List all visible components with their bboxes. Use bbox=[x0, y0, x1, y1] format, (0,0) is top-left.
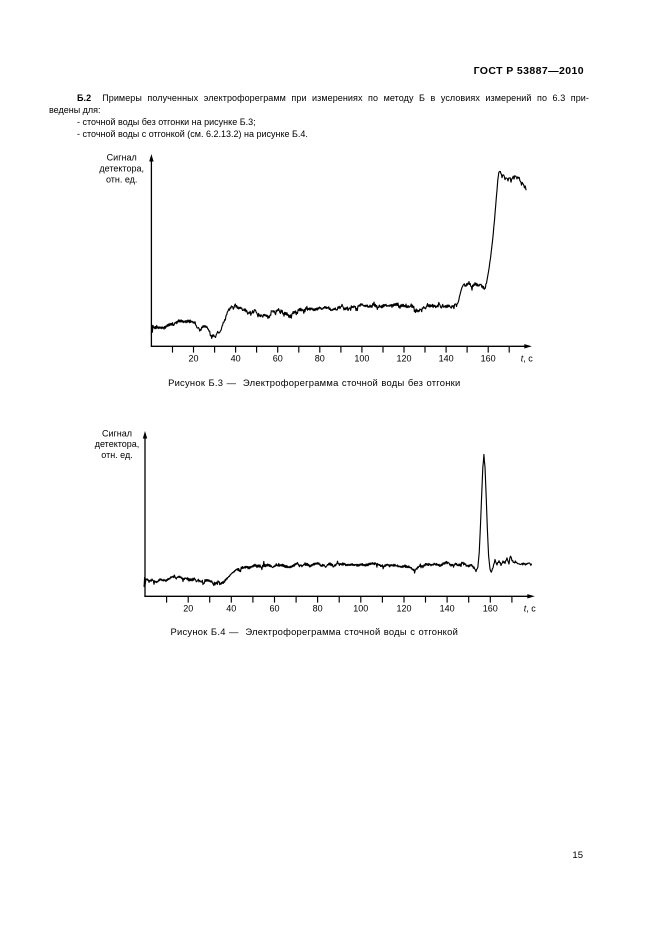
svg-text:Сигнал: Сигнал bbox=[102, 428, 132, 438]
svg-text:детектора,: детектора, bbox=[99, 164, 144, 174]
svg-text:140: 140 bbox=[439, 354, 454, 364]
svg-text:80: 80 bbox=[315, 354, 325, 364]
svg-text:100: 100 bbox=[354, 354, 369, 364]
svg-text:детектора,: детектора, bbox=[95, 439, 140, 449]
svg-text:120: 120 bbox=[396, 354, 411, 364]
svg-text:Сигнал: Сигнал bbox=[107, 152, 137, 162]
svg-text:20: 20 bbox=[183, 604, 193, 614]
svg-text:t, с: t, с bbox=[524, 604, 537, 614]
svg-text:60: 60 bbox=[273, 354, 283, 364]
svg-text:140: 140 bbox=[440, 604, 455, 614]
svg-text:t, с: t, с bbox=[521, 354, 534, 364]
svg-text:100: 100 bbox=[353, 604, 368, 614]
svg-text:20: 20 bbox=[188, 354, 198, 364]
svg-text:120: 120 bbox=[396, 604, 411, 614]
svg-text:160: 160 bbox=[481, 354, 496, 364]
svg-text:160: 160 bbox=[483, 604, 498, 614]
svg-text:40: 40 bbox=[226, 604, 236, 614]
svg-text:80: 80 bbox=[313, 604, 323, 614]
svg-text:60: 60 bbox=[269, 604, 279, 614]
svg-text:отн. ед.: отн. ед. bbox=[101, 450, 132, 460]
svg-text:40: 40 bbox=[231, 354, 241, 364]
svg-text:отн. ед.: отн. ед. bbox=[106, 174, 137, 184]
